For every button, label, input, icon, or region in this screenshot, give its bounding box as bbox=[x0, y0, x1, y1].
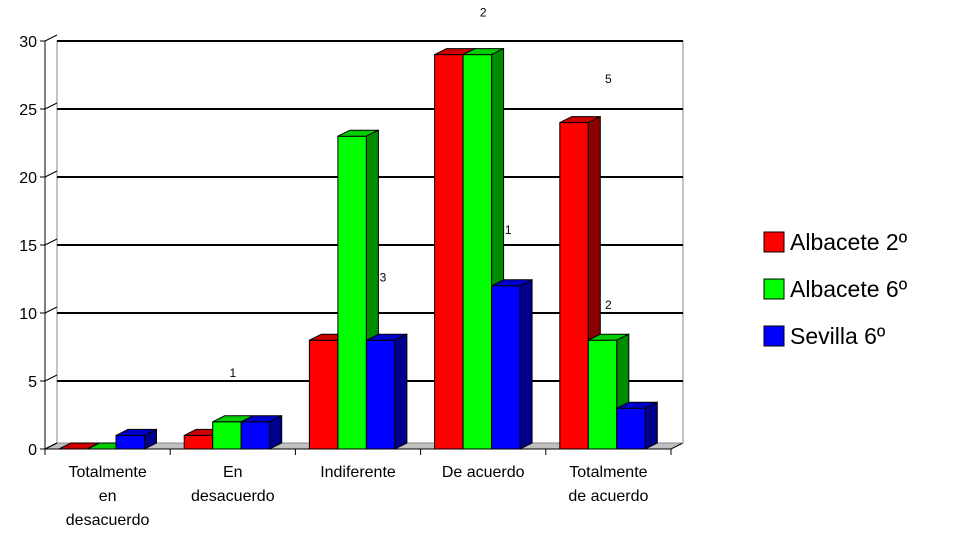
annotation-label: 1 bbox=[229, 366, 236, 380]
bar-side bbox=[394, 333, 408, 450]
bar-front bbox=[365, 339, 396, 450]
side-wall-line bbox=[44, 442, 58, 450]
y-tick-label: 0 bbox=[28, 442, 37, 459]
bar-side bbox=[269, 414, 283, 450]
y-tick-label: 5 bbox=[28, 374, 37, 391]
side-wall-line bbox=[44, 102, 58, 110]
bar-front bbox=[491, 285, 521, 450]
x-category-label: de acuerdo bbox=[568, 488, 648, 505]
bar-front bbox=[115, 434, 145, 450]
annotation-label: 2 bbox=[605, 298, 612, 312]
bar bbox=[365, 333, 408, 450]
bar-front bbox=[337, 135, 367, 450]
legend-label: Albacete 6º bbox=[790, 276, 908, 302]
legend-swatch bbox=[763, 231, 785, 253]
legend-item: Albacete 6º bbox=[763, 276, 908, 302]
x-category-label: De acuerdo bbox=[442, 464, 525, 481]
chart-legend: Albacete 2º Albacete 6º Sevilla 6º bbox=[763, 229, 908, 349]
bar-front bbox=[240, 421, 271, 450]
legend-swatch bbox=[763, 325, 785, 347]
bar-front bbox=[587, 339, 618, 450]
chart-labels: Totalmente en desacuerdo En desacuerdo Indife… bbox=[66, 6, 649, 529]
side-wall-line bbox=[44, 170, 58, 178]
legend-item: Albacete 2º bbox=[763, 229, 908, 255]
chart-bars bbox=[58, 47, 658, 450]
bar-front bbox=[308, 339, 339, 450]
x-category-label: en bbox=[99, 488, 117, 505]
bar-front bbox=[559, 122, 589, 450]
legend-item: Sevilla 6º bbox=[763, 323, 886, 349]
bar-side bbox=[644, 401, 658, 450]
bar-front bbox=[434, 54, 464, 450]
bar-front bbox=[616, 407, 646, 450]
bar-side bbox=[144, 428, 157, 450]
y-tick-label: 10 bbox=[19, 306, 37, 323]
y-tick-label: 20 bbox=[19, 170, 37, 187]
bar bbox=[115, 428, 157, 450]
y-tick-label: 15 bbox=[19, 238, 37, 255]
legend-swatch bbox=[763, 278, 785, 300]
x-category-label: Totalmente bbox=[68, 464, 146, 481]
x-category-label: desacuerdo bbox=[191, 488, 275, 505]
bar bbox=[491, 278, 533, 450]
annotation-label: 2 bbox=[480, 6, 487, 20]
y-tick-label: 25 bbox=[19, 102, 37, 119]
side-wall-line bbox=[44, 374, 58, 382]
side-wall-line bbox=[44, 238, 58, 246]
bar bbox=[616, 401, 658, 450]
bar-side bbox=[519, 278, 533, 450]
bar-front bbox=[212, 421, 242, 450]
annotation-label: 1 bbox=[505, 223, 512, 237]
legend-label: Albacete 2º bbox=[790, 229, 908, 255]
side-wall-line bbox=[44, 306, 58, 314]
x-category-label: En bbox=[223, 464, 243, 481]
bar-front bbox=[183, 434, 214, 450]
annotation-label: 5 bbox=[605, 72, 612, 86]
side-wall-line bbox=[44, 34, 58, 42]
bar-front bbox=[462, 54, 493, 450]
annotation-label: 3 bbox=[380, 271, 387, 285]
x-category-label: desacuerdo bbox=[66, 512, 150, 529]
legend-label: Sevilla 6º bbox=[790, 323, 886, 349]
y-tick-label: 30 bbox=[19, 34, 37, 51]
bar bbox=[240, 414, 283, 450]
x-category-label: Indiferente bbox=[320, 464, 396, 481]
x-category-label: Totalmente bbox=[569, 464, 647, 481]
